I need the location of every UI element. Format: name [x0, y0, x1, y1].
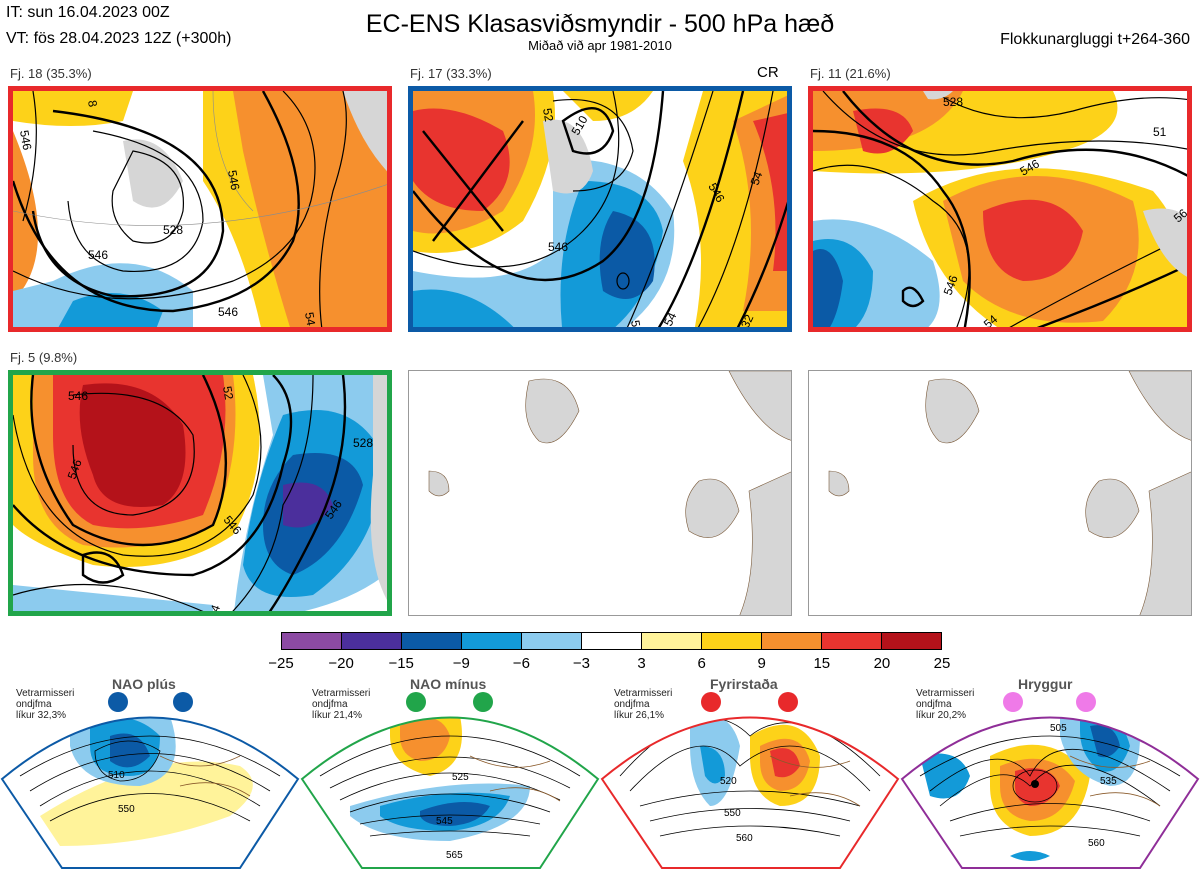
colorbar-segment — [282, 633, 342, 649]
colorbar-segment — [342, 633, 402, 649]
regime-marker — [473, 692, 493, 712]
regime-note: Vetrarmisseri ondjfma líkur 32,3% — [16, 688, 75, 721]
regime-nao-plus: NAO plús Vetrarmisseri ondjfma líkur 32,… — [0, 676, 300, 871]
colorbar-segment — [822, 633, 882, 649]
contour-label: 520 — [720, 776, 737, 787]
colorbar-segment — [702, 633, 762, 649]
contour-label: 54 — [302, 311, 318, 327]
contour-label: 54 — [661, 310, 679, 328]
regime-note: Vetrarmisseri ondjfma líkur 21,4% — [312, 688, 371, 721]
regime-marker — [173, 692, 193, 712]
contour-label: 565 — [446, 850, 463, 861]
contour-label: 525 — [452, 772, 469, 783]
contour-label: 54 — [628, 319, 644, 332]
colorbar-segment — [762, 633, 822, 649]
regime-name: Hryggur — [1018, 676, 1073, 692]
contour-label: 546 — [17, 129, 34, 151]
cluster-label-2: Fj. 17 (33.3%) — [410, 66, 492, 81]
contour-label: 528 — [163, 223, 183, 237]
empty-map-panel-1 — [408, 370, 792, 616]
regime-ridge: Hryggur Vetrarmisseri ondjfma líkur 20,2… — [900, 676, 1200, 871]
contour-label: 546 — [88, 248, 108, 262]
colorbar-tick-label: 20 — [873, 655, 891, 672]
contour-label: 4 — [208, 603, 224, 614]
regime-note: Vetrarmisseri ondjfma líkur 26,1% — [614, 688, 673, 721]
valid-time: VT: fös 28.04.2023 12Z (+300h) — [6, 30, 232, 47]
colorbar-tick-label: 25 — [933, 655, 951, 672]
colorbar-tick-label: −25 — [268, 655, 294, 672]
empty-map-panel-2 — [808, 370, 1192, 616]
cluster-map-4: 546 546 528 546 546 52 4 — [8, 370, 392, 616]
colorbar-tick-label: −15 — [388, 655, 414, 672]
contour-label: 550 — [724, 808, 741, 819]
colorbar-tick-label: −6 — [512, 655, 530, 672]
contour-label: 546 — [225, 169, 242, 191]
regime-marker — [701, 692, 721, 712]
colorbar-tick-label: −20 — [328, 655, 354, 672]
contour-label: 546 — [941, 273, 961, 297]
regime-marker — [1003, 692, 1023, 712]
colorbar-segment — [642, 633, 702, 649]
cluster-map-2: 510 52 546 546 54 54 54 32 — [408, 86, 792, 332]
page-title: EC-ENS Klasasviðsmyndir - 500 hPa hæð — [365, 10, 835, 38]
regime-nao-minus: NAO mínus Vetrarmisseri ondjfma líkur 21… — [300, 676, 600, 871]
contour-label: 505 — [1050, 723, 1067, 734]
regime-name: NAO mínus — [410, 676, 487, 692]
contour-label: 510 — [108, 770, 125, 781]
regime-marker — [108, 692, 128, 712]
colorbar-tick-label: 9 — [757, 655, 766, 672]
contour-label: 560 — [736, 833, 753, 844]
contour-label: 545 — [436, 816, 453, 827]
regime-note: Vetrarmisseri ondjfma líkur 20,2% — [916, 688, 975, 721]
regime-marker — [1076, 692, 1096, 712]
colorbar-tick-label: 15 — [813, 655, 831, 672]
contour-label: 546 — [218, 305, 238, 319]
contour-label: 546 — [65, 457, 85, 481]
regime-blocking: Fyrirstaða Vetrarmisseri ondjfma líkur 2… — [600, 676, 900, 871]
regime-name: Fyrirstaða — [710, 676, 778, 692]
colorbar-tick-label: −9 — [452, 655, 470, 672]
contour-label: 528 — [353, 436, 373, 450]
colorbar-tick-label: 6 — [697, 655, 706, 672]
contour-label: 560 — [1088, 838, 1105, 849]
page-subtitle: Miðað við apr 1981-2010 — [528, 38, 672, 53]
contour-label: 8 — [85, 99, 100, 108]
colorbar-tick-label: −3 — [572, 655, 591, 672]
contour-label: 550 — [118, 804, 135, 815]
initial-time: IT: sun 16.04.2023 00Z — [6, 4, 170, 21]
cluster-label-4: Fj. 5 (9.8%) — [10, 350, 78, 365]
cluster-label-1: Fj. 18 (35.3%) — [10, 66, 92, 81]
classification-window: Flokkunargluggi t+264-360 — [1000, 31, 1190, 48]
contour-label: 546 — [548, 240, 568, 254]
colorbar-tick-label: 3 — [637, 655, 646, 672]
cluster-regime-tag: CR — [757, 64, 779, 81]
colorbar-segment — [402, 633, 462, 649]
regime-name: NAO plús — [112, 676, 176, 692]
regime-marker — [406, 692, 426, 712]
colorbar-segment — [462, 633, 522, 649]
contour-label: 52 — [540, 107, 556, 123]
contour-label: 52 — [220, 385, 236, 401]
anomaly-colorbar — [281, 632, 942, 650]
contour-label: 56 — [1171, 206, 1190, 226]
contour-label: 528 — [943, 95, 963, 109]
colorbar-segment — [882, 633, 941, 649]
cluster-label-3: Fj. 11 (21.6%) — [810, 66, 891, 81]
cluster-map-1: 546 528 546 546 546 54 8 — [8, 86, 392, 332]
contour-label: 535 — [1100, 776, 1117, 787]
contour-label: 51 — [1153, 125, 1167, 139]
colorbar-segment — [582, 633, 642, 649]
colorbar-segment — [522, 633, 582, 649]
regime-marker — [778, 692, 798, 712]
contour-label: 54 — [748, 169, 766, 187]
cluster-map-3: 528 546 546 54 56 51 — [808, 86, 1192, 332]
contour-label: 546 — [68, 389, 88, 403]
